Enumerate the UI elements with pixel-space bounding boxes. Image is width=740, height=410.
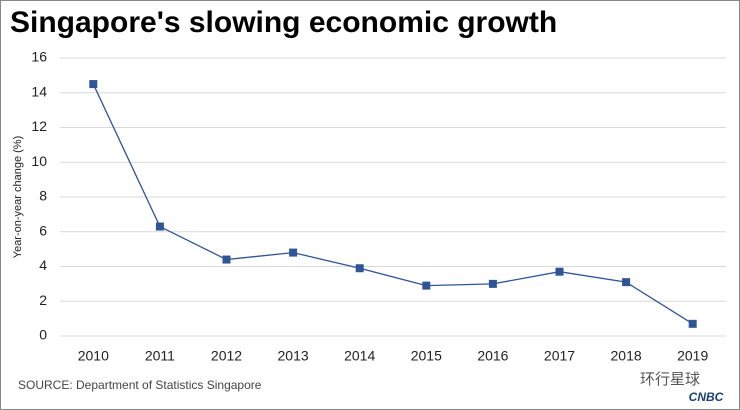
- marker: [422, 281, 431, 290]
- y-tick-label: 4: [39, 257, 47, 273]
- x-tick-label: 2012: [211, 348, 242, 364]
- y-tick-label: 0: [39, 327, 47, 343]
- x-tick-label: 2014: [344, 348, 375, 364]
- y-tick-label: 2: [39, 292, 47, 308]
- y-tick-label: 12: [31, 118, 47, 134]
- y-axis-label: Year-on-year change (%): [12, 136, 24, 259]
- marker: [355, 264, 364, 273]
- x-tick-label: 2011: [145, 348, 175, 364]
- logo: CNBC: [689, 390, 724, 404]
- x-tick-label: 2017: [544, 348, 575, 364]
- marker: [622, 278, 631, 287]
- watermark: 环行星球: [640, 371, 700, 388]
- marker: [155, 222, 164, 231]
- chart-title: Singapore's slowing economic growth: [10, 6, 557, 39]
- x-tick-label: 2016: [477, 348, 508, 364]
- x-tick-label: 2019: [677, 348, 708, 364]
- y-tick-label: 14: [31, 83, 47, 99]
- y-tick-label: 6: [39, 222, 47, 238]
- marker: [222, 255, 231, 264]
- x-tick-label: 2010: [78, 348, 109, 364]
- y-tick-label: 16: [31, 49, 47, 65]
- marker: [488, 279, 497, 288]
- y-tick-label: 8: [39, 188, 47, 204]
- series-line: [92, 83, 694, 325]
- marker: [289, 248, 298, 257]
- x-tick-label: 2018: [611, 348, 642, 364]
- source: SOURCE: Department of Statistics Singapo…: [18, 378, 262, 392]
- x-tick-label: 2013: [278, 348, 309, 364]
- marker: [89, 80, 98, 89]
- y-tick-label: 10: [31, 153, 47, 169]
- marker: [688, 319, 697, 328]
- x-tick-label: 2015: [411, 348, 442, 364]
- marker: [555, 267, 564, 276]
